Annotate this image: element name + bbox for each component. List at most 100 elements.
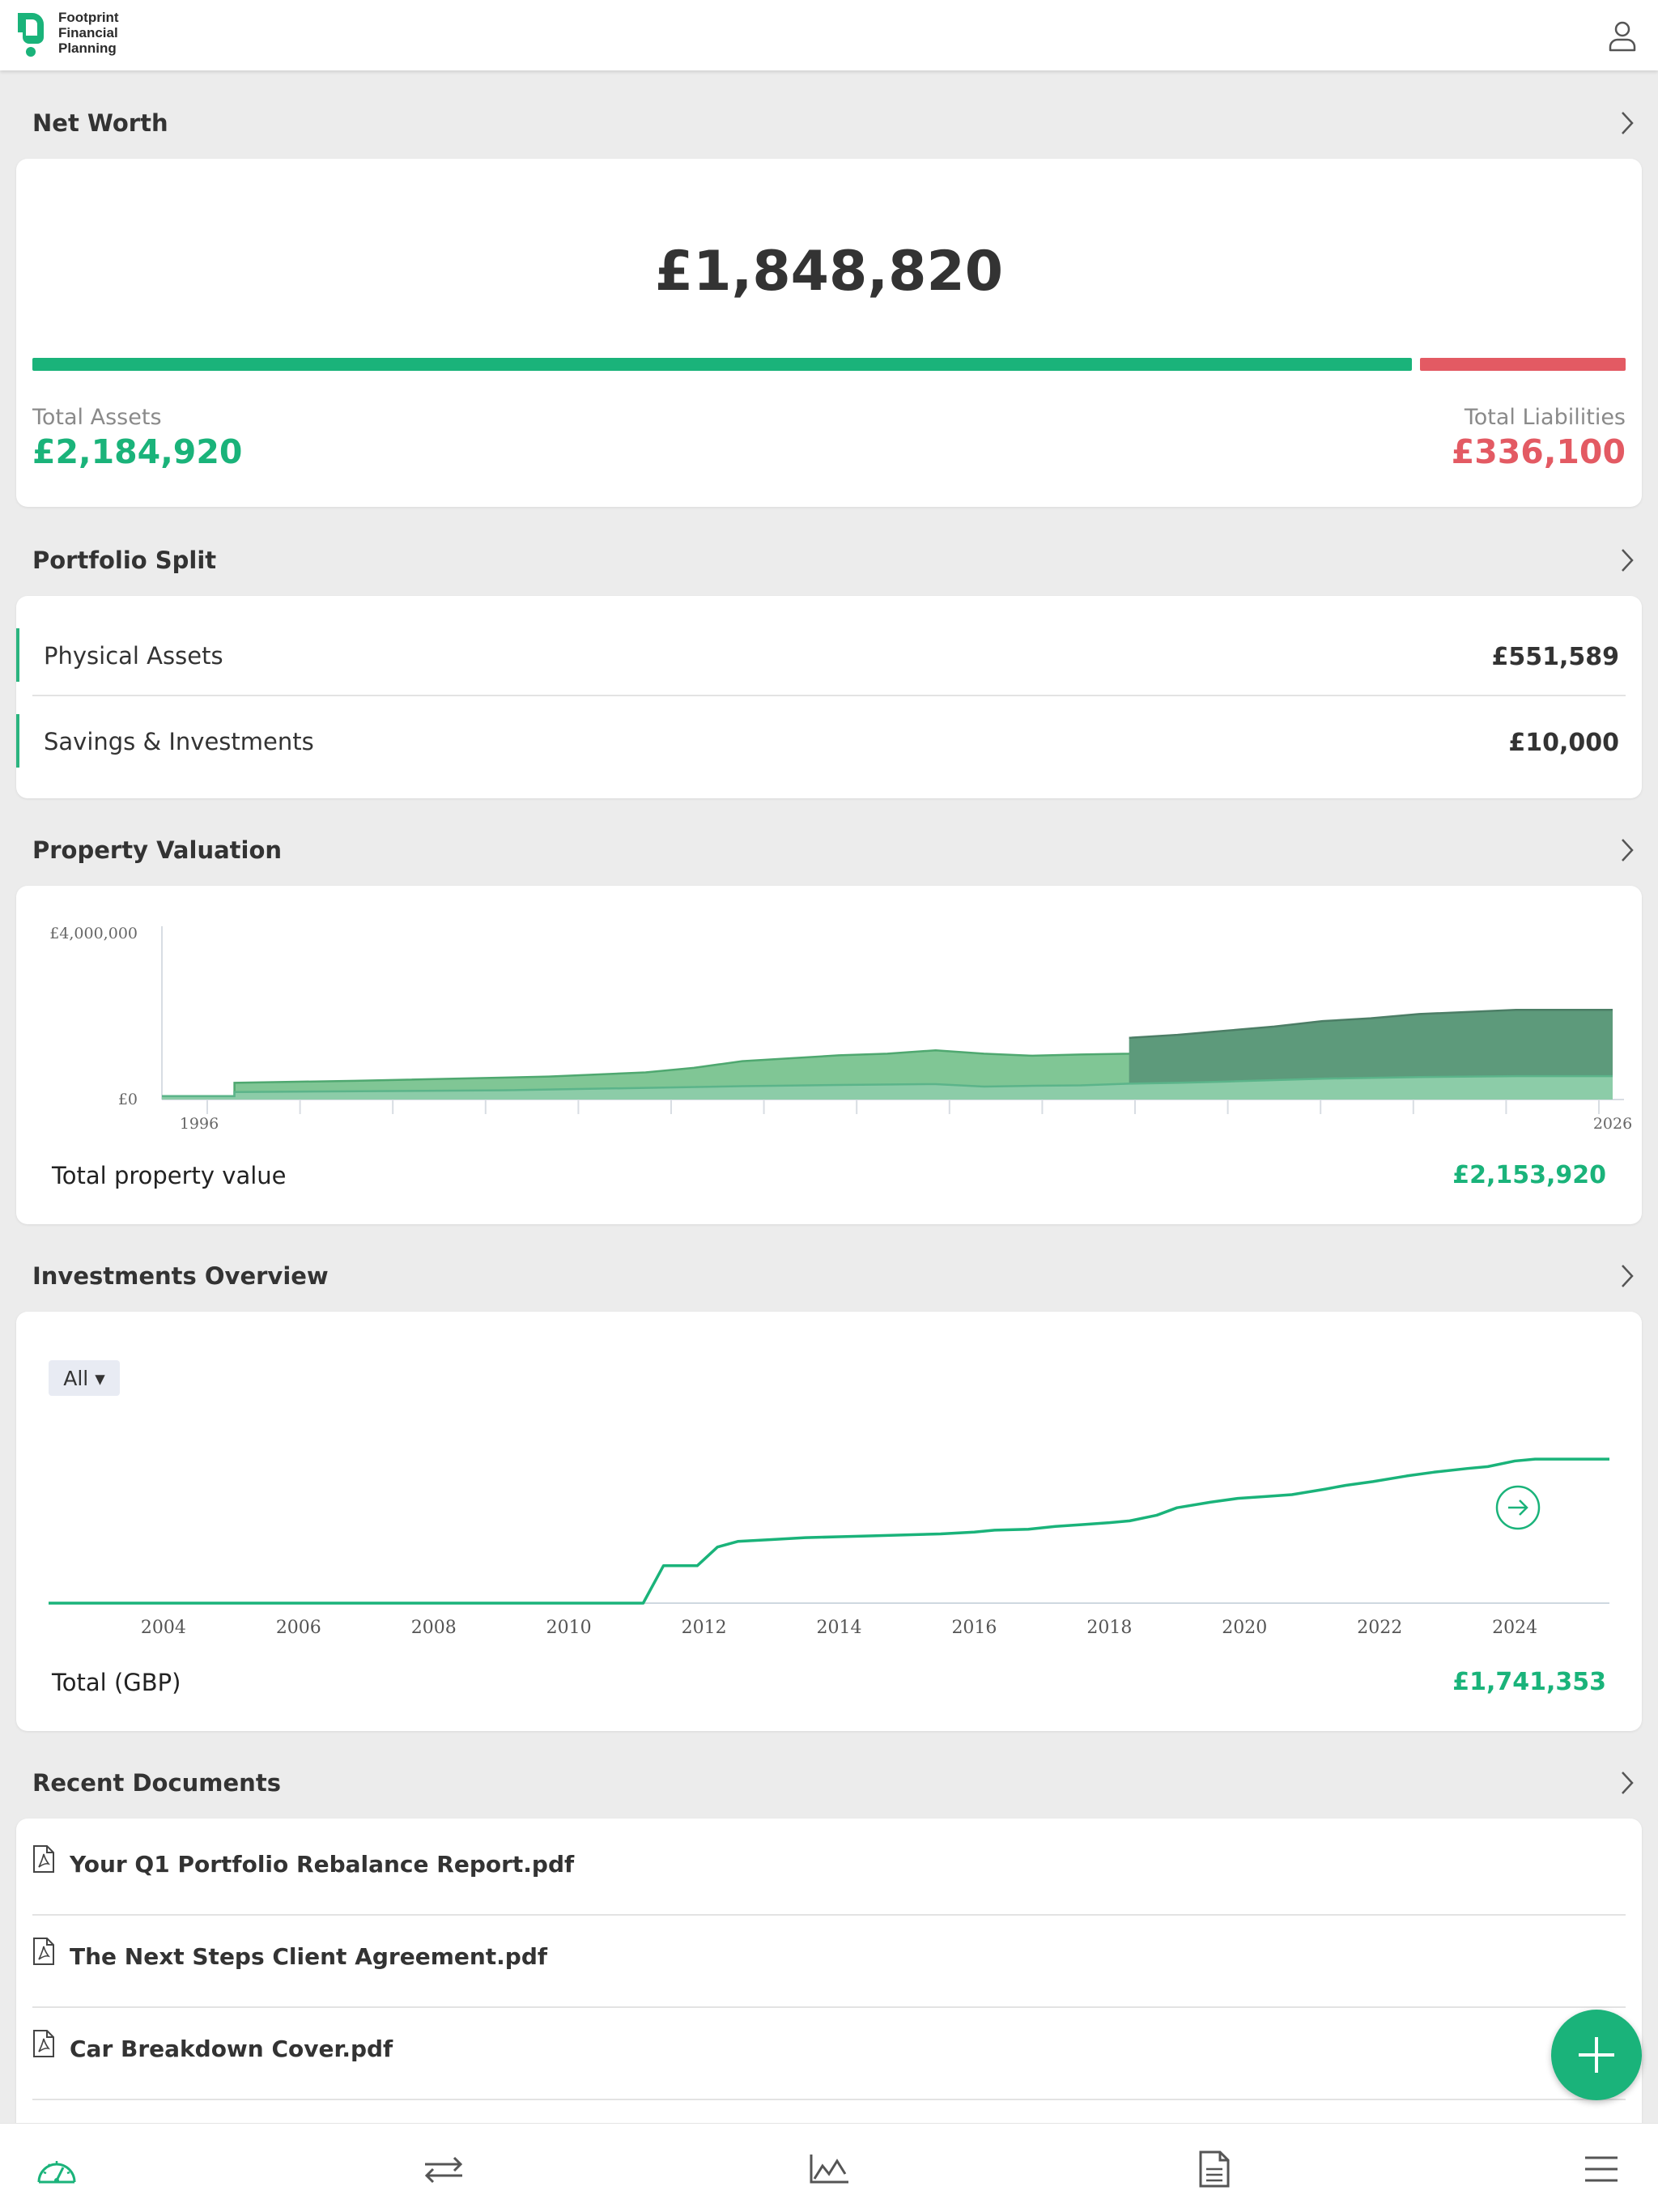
nav-transfers[interactable] bbox=[419, 2146, 468, 2192]
investments-chart: 2004 2006 2008 2010 2012 2014 2016 2018 2020 2022… bbox=[49, 1457, 1609, 1638]
x-tick-label: 2026 bbox=[1593, 1115, 1632, 1133]
transfer-icon bbox=[424, 2156, 463, 2184]
x-tick-label: 2006 bbox=[276, 1618, 321, 1638]
split-value: £551,589 bbox=[1491, 643, 1619, 671]
property-valuation-title: Property Valuation bbox=[32, 836, 283, 864]
pdf-file-icon bbox=[33, 2030, 54, 2057]
chevron-right-icon[interactable] bbox=[1613, 1261, 1642, 1291]
brand-name: Footprint Financial Planning bbox=[58, 10, 119, 56]
recent-documents-card: Your Q1 Portfolio Rebalance Report.pdf T… bbox=[16, 1819, 1642, 2159]
document-row[interactable]: Your Q1 Portfolio Rebalance Report.pdf bbox=[16, 1825, 1642, 1916]
menu-icon bbox=[1585, 2156, 1618, 2182]
net-worth-card[interactable]: £1,848,820 Total Assets £2,184,920 Total… bbox=[16, 159, 1642, 507]
investments-overview-header[interactable]: Investments Overview bbox=[32, 1258, 1642, 1294]
area-line-1-front bbox=[162, 1074, 1613, 1098]
recent-documents-header[interactable]: Recent Documents bbox=[32, 1765, 1642, 1801]
x-tick-label: 2010 bbox=[546, 1618, 592, 1638]
recent-documents-title: Recent Documents bbox=[32, 1769, 281, 1797]
document-row[interactable]: Car Breakdown Cover.pdf bbox=[16, 2010, 1642, 2100]
portfolio-split-title: Portfolio Split bbox=[32, 547, 217, 574]
investments-total-row: Total (GBP) £1,741,353 bbox=[52, 1668, 1606, 1696]
property-valuation-card[interactable]: £4,000,000 £0 1996 2026 Total property valu… bbox=[16, 886, 1642, 1224]
property-total-row: Total property value £2,153,920 bbox=[52, 1161, 1606, 1189]
nav-charts[interactable] bbox=[805, 2146, 853, 2192]
y-tick-label: £4,000,000 bbox=[49, 925, 138, 942]
net-worth-title: Net Worth bbox=[32, 109, 168, 137]
total-assets-value: £2,184,920 bbox=[32, 432, 243, 471]
app-logo[interactable]: Footprint Financial Planning bbox=[15, 10, 119, 60]
chevron-right-icon[interactable] bbox=[1613, 108, 1642, 138]
x-tick-label: 2008 bbox=[411, 1618, 457, 1638]
split-value: £10,000 bbox=[1508, 729, 1619, 757]
brand-line-2: Financial bbox=[58, 25, 118, 40]
property-valuation-header[interactable]: Property Valuation bbox=[32, 832, 1642, 868]
document-name: Car Breakdown Cover.pdf bbox=[70, 2035, 393, 2062]
total-assets-label: Total Assets bbox=[32, 405, 162, 430]
property-total-label: Total property value bbox=[52, 1161, 287, 1189]
divider bbox=[32, 1914, 1626, 1916]
document-name: Your Q1 Portfolio Rebalance Report.pdf bbox=[70, 1851, 575, 1878]
user-profile-button[interactable] bbox=[1603, 16, 1642, 55]
x-tick-label: 2024 bbox=[1492, 1618, 1537, 1638]
chart-icon bbox=[810, 2155, 848, 2184]
split-marker bbox=[16, 628, 19, 682]
range-filter-dropdown[interactable]: All ▾ bbox=[49, 1360, 120, 1396]
add-button[interactable] bbox=[1551, 2010, 1642, 2100]
split-name: Physical Assets bbox=[44, 642, 223, 670]
nav-dashboard[interactable] bbox=[32, 2146, 81, 2192]
total-liabilities-label: Total Liabilities bbox=[1464, 405, 1626, 430]
pdf-file-icon bbox=[33, 1938, 54, 1965]
property-total-value: £2,153,920 bbox=[1452, 1161, 1606, 1189]
footprint-logo-icon bbox=[18, 13, 44, 57]
pdf-file-icon bbox=[33, 1845, 54, 1873]
split-marker bbox=[16, 714, 19, 768]
top-bar: Footprint Financial Planning bbox=[0, 0, 1658, 70]
property-valuation-chart: £4,000,000 £0 1996 2026 bbox=[49, 925, 1632, 1133]
portfolio-split-header[interactable]: Portfolio Split bbox=[32, 542, 1642, 578]
brand-line-1: Footprint bbox=[58, 10, 119, 25]
split-name: Savings & Investments bbox=[44, 728, 314, 755]
divider bbox=[32, 2099, 1626, 2100]
document-row[interactable]: The Next Steps Client Agreement.pdf bbox=[16, 1917, 1642, 2008]
bottom-navigation bbox=[0, 2123, 1658, 2212]
x-tick-label: 2020 bbox=[1222, 1618, 1267, 1638]
chevron-right-icon[interactable] bbox=[1613, 1768, 1642, 1797]
investments-overview-title: Investments Overview bbox=[32, 1262, 329, 1290]
next-arrow-button[interactable] bbox=[1494, 1484, 1541, 1531]
total-liabilities-value: £336,100 bbox=[1451, 432, 1626, 471]
area-line-3 bbox=[1129, 1009, 1613, 1040]
chevron-right-icon[interactable] bbox=[1613, 836, 1642, 865]
plus-icon bbox=[1579, 2037, 1614, 2073]
liabilities-bar bbox=[1420, 358, 1626, 371]
x-tick-label: 2022 bbox=[1357, 1618, 1402, 1638]
split-row-physical-assets[interactable]: Physical Assets £551,589 bbox=[16, 628, 1642, 690]
x-tick-label: 1996 bbox=[180, 1115, 219, 1133]
y-tick-label: £0 bbox=[118, 1091, 138, 1108]
divider bbox=[32, 695, 1626, 696]
brand-line-3: Planning bbox=[58, 40, 117, 56]
split-row-savings-investments[interactable]: Savings & Investments £10,000 bbox=[16, 714, 1642, 776]
nav-documents[interactable] bbox=[1190, 2146, 1239, 2192]
net-worth-header[interactable]: Net Worth bbox=[32, 105, 1642, 141]
investments-total-label: Total (GBP) bbox=[52, 1668, 181, 1696]
x-tick-label: 2014 bbox=[817, 1618, 862, 1638]
investment-total-line bbox=[49, 1457, 1609, 1605]
document-icon bbox=[1199, 2150, 1230, 2188]
investments-overview-card[interactable]: All ▾ 2004 2006 2008 2010 2012 2014 2016 2018 20… bbox=[16, 1312, 1642, 1731]
net-worth-total: £1,848,820 bbox=[654, 240, 1004, 304]
divider bbox=[32, 2006, 1626, 2008]
area-series-1-front bbox=[162, 1076, 1613, 1100]
user-icon bbox=[1609, 21, 1636, 52]
investments-total-value: £1,741,353 bbox=[1452, 1668, 1606, 1696]
dashboard-icon bbox=[37, 2161, 76, 2184]
nav-menu[interactable] bbox=[1577, 2146, 1626, 2192]
x-tick-label: 2016 bbox=[951, 1618, 997, 1638]
chevron-right-icon[interactable] bbox=[1613, 546, 1642, 575]
x-tick-label: 2004 bbox=[141, 1618, 186, 1638]
arrow-right-circle-icon bbox=[1495, 1485, 1541, 1530]
x-tick-label: 2012 bbox=[682, 1618, 727, 1638]
assets-bar bbox=[32, 358, 1412, 371]
document-name: The Next Steps Client Agreement.pdf bbox=[70, 1943, 548, 1970]
portfolio-split-card: Physical Assets £551,589 Savings & Inves… bbox=[16, 596, 1642, 798]
x-tick-label: 2018 bbox=[1086, 1618, 1132, 1638]
